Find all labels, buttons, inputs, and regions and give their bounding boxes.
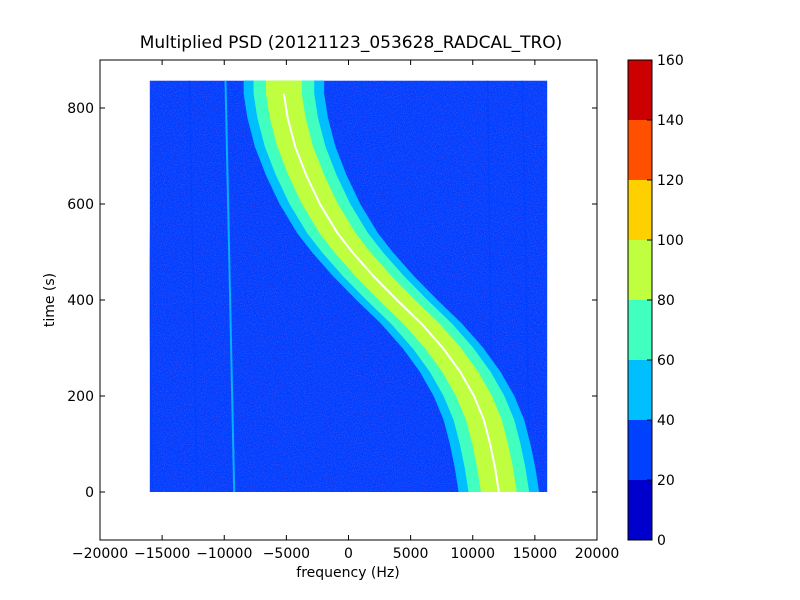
x-tick-label: 20000 [575,546,620,562]
colorbar-tick-label: 40 [657,413,675,429]
x-tick-label: −5000 [263,546,310,562]
x-tick-label: 0 [344,546,353,562]
y-tick-label: 0 [85,485,94,501]
y-tick-label: 200 [67,389,94,405]
y-axis-label: time (s) [42,273,58,327]
x-tick-label: 15000 [513,546,558,562]
colorbar-swatch-1 [628,420,652,480]
vertical-line-2 [149,236,153,492]
x-tick-label: −10000 [196,546,252,562]
colorbar-tick-label: 140 [657,113,684,129]
vertical-line-3 [521,80,531,492]
colorbar-swatch-3 [628,300,652,360]
chart-title: Multiplied PSD (20121123_053628_RADCAL_T… [140,33,563,53]
heatmap-layer [149,80,548,492]
colorbar-tick-label: 120 [657,173,684,189]
colorbar-swatch-4 [628,240,652,300]
colorbar-swatch-7 [628,60,652,120]
vertical-line-0 [224,80,236,492]
trace-peak-line [282,93,500,492]
colorbar-tick-label: 0 [657,533,666,549]
colorbar-tick-label: 20 [657,473,675,489]
vertical-line-1 [188,80,198,492]
y-tick-label: 600 [67,197,94,213]
colorbar: 0 20 40 60 80 100 120 140 160 [627,53,684,549]
colorbar-swatch-5 [628,180,652,240]
y-tick-label: 800 [67,101,94,117]
x-axis: −20000 −15000 −10000 −5000 0 5000 10000 15000 20… [72,60,619,562]
colorbar-tick-label: 100 [657,233,684,249]
colorbar-tick-label: 60 [657,353,675,369]
colorbar-tick-label: 160 [657,53,684,69]
x-tick-label: −20000 [72,546,128,562]
y-axis: 0 200 400 600 800 [67,101,597,501]
x-tick-label: 5000 [393,546,429,562]
x-tick-label: 10000 [450,546,495,562]
colorbar-tick-label: 80 [657,293,675,309]
trace-band-level-80 [265,80,517,492]
x-tick-label: −15000 [134,546,190,562]
colorbar-swatch-2 [628,360,652,420]
colorbar-swatch-6 [628,120,652,180]
y-tick-label: 400 [67,293,94,309]
x-axis-label: frequency (Hz) [296,565,399,581]
colorbar-swatch-0 [628,480,652,540]
